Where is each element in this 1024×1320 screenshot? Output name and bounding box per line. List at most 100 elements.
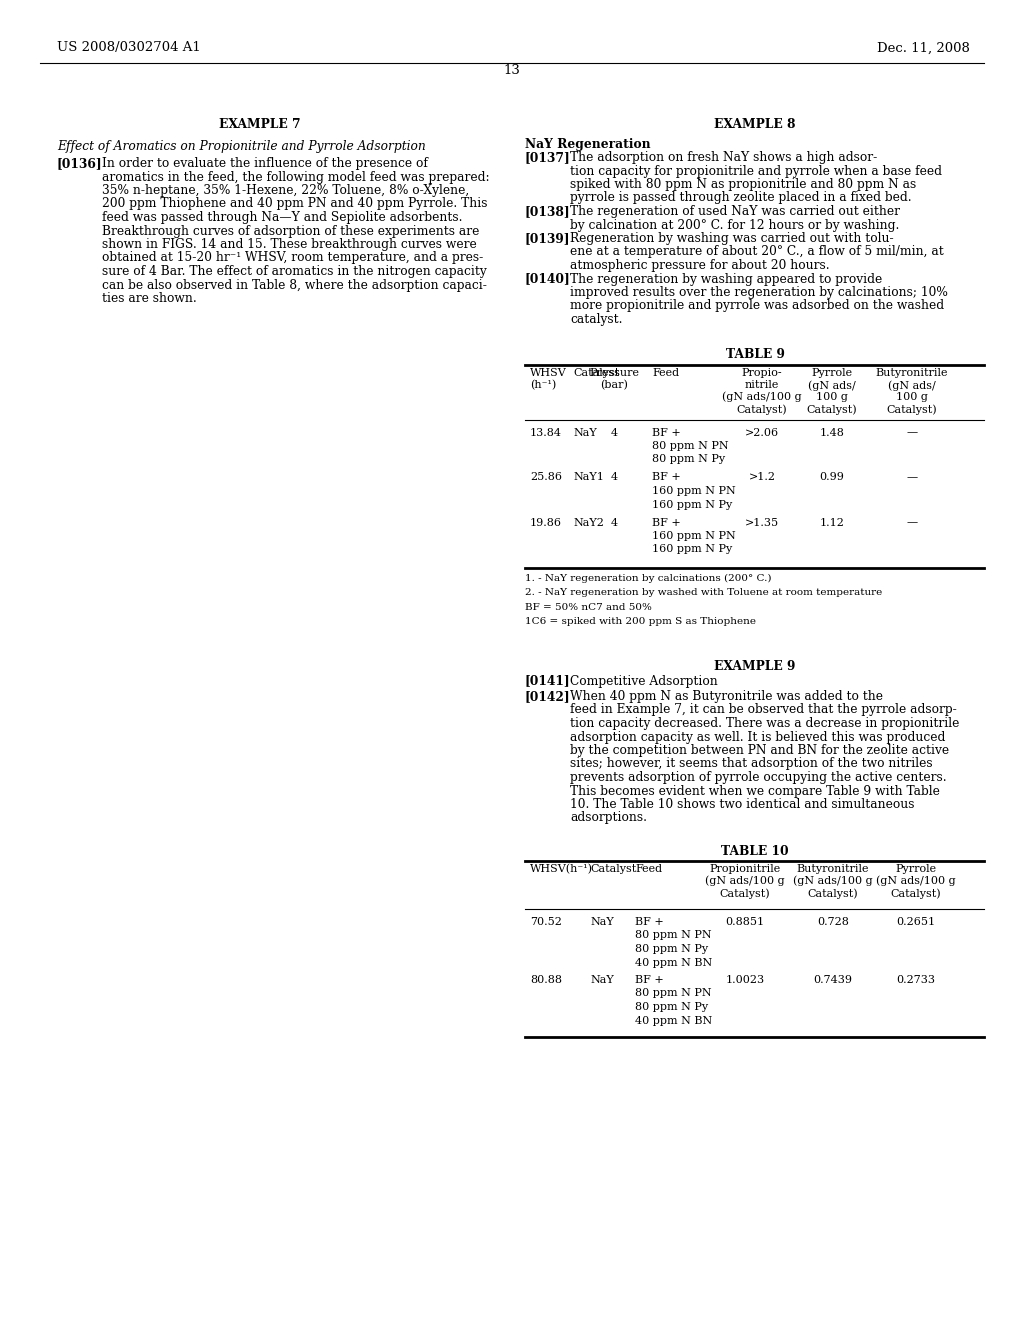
Text: spiked with 80 ppm N as propionitrile and 80 ppm N as: spiked with 80 ppm N as propionitrile an… (570, 178, 916, 191)
Text: 0.8851: 0.8851 (725, 917, 765, 927)
Text: 35% n-heptane, 35% 1-Hexene, 22% Toluene, 8% o-Xylene,: 35% n-heptane, 35% 1-Hexene, 22% Toluene… (102, 183, 469, 197)
Text: can be also observed in Table 8, where the adsorption capaci-: can be also observed in Table 8, where t… (102, 279, 486, 292)
Text: ties are shown.: ties are shown. (102, 292, 197, 305)
Text: [0138]: [0138] (525, 205, 570, 218)
Text: 10. The Table 10 shows two identical and simultaneous: 10. The Table 10 shows two identical and… (570, 799, 914, 810)
Text: Competitive Adsorption: Competitive Adsorption (570, 675, 718, 688)
Text: 1C6 = spiked with 200 ppm S as Thiophene: 1C6 = spiked with 200 ppm S as Thiophene (525, 616, 756, 626)
Text: TABLE 9: TABLE 9 (726, 348, 784, 362)
Text: >2.06: >2.06 (744, 428, 779, 437)
Text: NaY: NaY (590, 975, 613, 985)
Text: Dec. 11, 2008: Dec. 11, 2008 (878, 41, 970, 54)
Text: Effect of Aromatics on Propionitrile and Pyrrole Adsorption: Effect of Aromatics on Propionitrile and… (57, 140, 426, 153)
Text: NaY1: NaY1 (573, 473, 604, 483)
Text: 0.99: 0.99 (819, 473, 845, 483)
Text: 0.2651: 0.2651 (896, 917, 936, 927)
Text: Regeneration by washing was carried out with tolu-: Regeneration by washing was carried out … (570, 232, 894, 246)
Text: ene at a temperature of about 20° C., a flow of 5 mil/min, at: ene at a temperature of about 20° C., a … (570, 246, 944, 259)
Text: Butyronitrile
(gN ads/100 g
Catalyst): Butyronitrile (gN ads/100 g Catalyst) (794, 865, 872, 899)
Text: atmospheric pressure for about 20 hours.: atmospheric pressure for about 20 hours. (570, 259, 829, 272)
Text: improved results over the regeneration by calcinations; 10%: improved results over the regeneration b… (570, 286, 948, 300)
Text: catalyst.: catalyst. (570, 313, 623, 326)
Text: aromatics in the feed, the following model feed was prepared:: aromatics in the feed, the following mod… (102, 170, 489, 183)
Text: 80 ppm N Py: 80 ppm N Py (635, 1002, 709, 1012)
Text: obtained at 15-20 hr⁻¹ WHSV, room temperature, and a pres-: obtained at 15-20 hr⁻¹ WHSV, room temper… (102, 252, 483, 264)
Text: Pyrrole
(gN ads/100 g
Catalyst): Pyrrole (gN ads/100 g Catalyst) (877, 865, 955, 899)
Text: [0142]: [0142] (525, 690, 570, 704)
Text: >1.35: >1.35 (744, 517, 779, 528)
Text: prevents adsorption of pyrrole occupying the active centers.: prevents adsorption of pyrrole occupying… (570, 771, 946, 784)
Text: Pyrrole
(gN ads/
100 g
Catalyst): Pyrrole (gN ads/ 100 g Catalyst) (807, 368, 857, 414)
Text: by the competition between PN and BN for the zeolite active: by the competition between PN and BN for… (570, 744, 949, 756)
Text: 80 ppm N PN: 80 ppm N PN (635, 989, 712, 998)
Text: Propionitrile
(gN ads/100 g
Catalyst): Propionitrile (gN ads/100 g Catalyst) (706, 865, 784, 899)
Text: shown in FIGS. 14 and 15. These breakthrough curves were: shown in FIGS. 14 and 15. These breakthr… (102, 238, 477, 251)
Text: tion capacity decreased. There was a decrease in propionitrile: tion capacity decreased. There was a dec… (570, 717, 959, 730)
Text: [0137]: [0137] (525, 150, 570, 164)
Text: 25.86: 25.86 (530, 473, 562, 483)
Text: pyrrole is passed through zeolite placed in a fixed bed.: pyrrole is passed through zeolite placed… (570, 191, 911, 205)
Text: tion capacity for propionitrile and pyrrole when a base feed: tion capacity for propionitrile and pyrr… (570, 165, 942, 177)
Text: 19.86: 19.86 (530, 517, 562, 528)
Text: US 2008/0302704 A1: US 2008/0302704 A1 (57, 41, 201, 54)
Text: adsorptions.: adsorptions. (570, 812, 647, 825)
Text: NaY: NaY (573, 428, 597, 437)
Text: TABLE 10: TABLE 10 (721, 845, 788, 858)
Text: BF +: BF + (652, 517, 681, 528)
Text: 1. - NaY regeneration by calcinations (200° C.): 1. - NaY regeneration by calcinations (2… (525, 573, 771, 582)
Text: 4: 4 (610, 428, 617, 437)
Text: 0.7439: 0.7439 (813, 975, 853, 985)
Text: feed in Example 7, it can be observed that the pyrrole adsorp-: feed in Example 7, it can be observed th… (570, 704, 956, 717)
Text: [0139]: [0139] (525, 232, 570, 246)
Text: 1.48: 1.48 (819, 428, 845, 437)
Text: Catalyst: Catalyst (573, 368, 620, 379)
Text: BF +: BF + (635, 975, 664, 985)
Text: NaY: NaY (590, 917, 613, 927)
Text: 80 ppm N PN: 80 ppm N PN (652, 441, 729, 451)
Text: 80.88: 80.88 (530, 975, 562, 985)
Text: BF +: BF + (635, 917, 664, 927)
Text: 160 ppm N Py: 160 ppm N Py (652, 544, 732, 554)
Text: This becomes evident when we compare Table 9 with Table: This becomes evident when we compare Tab… (570, 784, 940, 797)
Text: Pressure
(bar): Pressure (bar) (589, 368, 639, 391)
Text: 40 ppm N BN: 40 ppm N BN (635, 1015, 713, 1026)
Text: sites; however, it seems that adsorption of the two nitriles: sites; however, it seems that adsorption… (570, 758, 933, 771)
Text: Butyronitrile
(gN ads/
100 g
Catalyst): Butyronitrile (gN ads/ 100 g Catalyst) (876, 368, 948, 414)
Text: 1.0023: 1.0023 (725, 975, 765, 985)
Text: 0.2733: 0.2733 (896, 975, 936, 985)
Text: 200 ppm Thiophene and 40 ppm PN and 40 ppm Pyrrole. This: 200 ppm Thiophene and 40 ppm PN and 40 p… (102, 198, 487, 210)
Text: Feed: Feed (652, 368, 679, 379)
Text: Propio-
nitrile
(gN ads/100 g
Catalyst): Propio- nitrile (gN ads/100 g Catalyst) (722, 368, 802, 414)
Text: 40 ppm N BN: 40 ppm N BN (635, 957, 713, 968)
Text: 80 ppm N PN: 80 ppm N PN (635, 931, 712, 940)
Text: Catalyst: Catalyst (590, 865, 636, 874)
Text: EXAMPLE 8: EXAMPLE 8 (715, 117, 796, 131)
Text: BF +: BF + (652, 473, 681, 483)
Text: Feed: Feed (635, 865, 663, 874)
Text: 80 ppm N Py: 80 ppm N Py (652, 454, 725, 465)
Text: by calcination at 200° C. for 12 hours or by washing.: by calcination at 200° C. for 12 hours o… (570, 219, 899, 231)
Text: adsorption capacity as well. It is believed this was produced: adsorption capacity as well. It is belie… (570, 730, 945, 743)
Text: WHSV(h⁻¹): WHSV(h⁻¹) (530, 865, 593, 874)
Text: 4: 4 (610, 517, 617, 528)
Text: [0140]: [0140] (525, 272, 570, 285)
Text: 0.728: 0.728 (817, 917, 849, 927)
Text: >1.2: >1.2 (749, 473, 775, 483)
Text: The regeneration of used NaY was carried out either: The regeneration of used NaY was carried… (570, 205, 900, 218)
Text: Breakthrough curves of adsorption of these experiments are: Breakthrough curves of adsorption of the… (102, 224, 479, 238)
Text: 13.84: 13.84 (530, 428, 562, 437)
Text: feed was passed through Na—Y and Sepiolite adsorbents.: feed was passed through Na—Y and Sepioli… (102, 211, 463, 224)
Text: NaY2: NaY2 (573, 517, 604, 528)
Text: In order to evaluate the influence of the presence of: In order to evaluate the influence of th… (102, 157, 428, 170)
Text: 80 ppm N Py: 80 ppm N Py (635, 944, 709, 954)
Text: 160 ppm N Py: 160 ppm N Py (652, 499, 732, 510)
Text: 70.52: 70.52 (530, 917, 562, 927)
Text: The regeneration by washing appeared to provide: The regeneration by washing appeared to … (570, 272, 883, 285)
Text: 13: 13 (504, 63, 520, 77)
Text: 160 ppm N PN: 160 ppm N PN (652, 486, 736, 496)
Text: When 40 ppm N as Butyronitrile was added to the: When 40 ppm N as Butyronitrile was added… (570, 690, 883, 704)
Text: EXAMPLE 7: EXAMPLE 7 (219, 117, 301, 131)
Text: BF = 50% nC7 and 50%: BF = 50% nC7 and 50% (525, 602, 652, 611)
Text: —: — (906, 517, 918, 528)
Text: —: — (906, 428, 918, 437)
